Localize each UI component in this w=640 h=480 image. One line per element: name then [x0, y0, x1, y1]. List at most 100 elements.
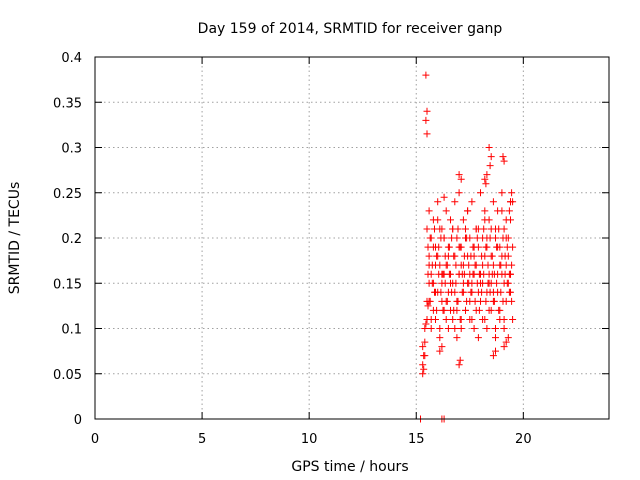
data-point [485, 279, 493, 287]
x-axis-label: GPS time / hours [291, 459, 408, 475]
data-point [464, 252, 472, 260]
y-tick-label: 0.25 [53, 187, 82, 202]
data-point [447, 279, 454, 287]
data-point [481, 207, 489, 215]
data-point [419, 370, 427, 378]
data-point [487, 153, 495, 161]
data-point [500, 157, 508, 165]
data-point [509, 198, 517, 206]
data-point [466, 234, 474, 242]
data-point [440, 306, 448, 314]
data-point [481, 175, 489, 183]
data-point [457, 243, 465, 251]
data-point [448, 288, 456, 296]
data-point [455, 361, 463, 369]
data-point [456, 356, 464, 364]
data-point [504, 334, 512, 342]
data-point [419, 343, 427, 351]
x-tick-label: 5 [198, 432, 206, 447]
data-point [487, 306, 495, 314]
data-point [486, 288, 494, 296]
data-point [423, 130, 431, 138]
data-point [496, 316, 504, 323]
y-tick-label: 0.05 [53, 368, 82, 383]
data-point [433, 306, 441, 314]
y-tick-label: 0.35 [53, 96, 82, 111]
data-point [463, 297, 471, 305]
data-point [438, 343, 446, 351]
data-point [454, 297, 462, 305]
data-point [492, 347, 499, 355]
data-point [422, 116, 430, 124]
data-point [483, 171, 491, 179]
data-point [497, 288, 505, 296]
data-point [452, 261, 460, 269]
data-point [420, 365, 428, 373]
data-point [436, 225, 444, 233]
data-point [431, 288, 438, 296]
data-point [440, 234, 448, 242]
data-point [425, 297, 433, 305]
data-point [508, 297, 516, 305]
data-point [503, 279, 511, 287]
data-point [458, 288, 466, 296]
data-point [429, 279, 437, 287]
y-tick-label: 0.1 [61, 323, 82, 338]
data-point [483, 243, 491, 251]
y-tick-label: 0.15 [53, 277, 82, 292]
data-point [453, 234, 461, 242]
data-point [478, 288, 486, 296]
data-point [496, 243, 504, 251]
data-point [494, 270, 502, 278]
data-point [468, 279, 476, 287]
data-point [477, 270, 484, 278]
data-point [432, 316, 439, 323]
data-point [500, 225, 508, 233]
data-point [424, 302, 432, 310]
data-points [417, 71, 517, 423]
data-point [427, 325, 435, 332]
chart-title: Day 159 of 2014, SRMTID for receiver gan… [198, 21, 503, 37]
data-point [466, 316, 474, 323]
data-point [502, 338, 510, 346]
y-axis-label: SRMTID / TECUs [7, 182, 23, 295]
data-point [455, 189, 463, 197]
data-point [459, 216, 467, 224]
y-tick-label: 0 [74, 413, 82, 428]
data-point [425, 261, 433, 269]
data-point [455, 171, 463, 179]
data-point [444, 243, 452, 251]
data-point [423, 225, 431, 233]
data-point [451, 198, 459, 206]
data-point [451, 252, 459, 260]
data-point [424, 270, 432, 278]
data-point [471, 297, 479, 305]
data-point [437, 288, 445, 296]
x-tick-label: 0 [91, 432, 99, 447]
data-point [422, 71, 430, 79]
data-point [423, 107, 431, 115]
data-point [508, 189, 516, 197]
y-tick-label: 0.3 [61, 142, 82, 157]
data-point [436, 334, 444, 342]
data-point [498, 189, 506, 197]
data-point [481, 252, 489, 260]
data-point [442, 261, 450, 269]
data-point [436, 347, 444, 355]
data-point [485, 216, 493, 224]
y-tick-label: 0.2 [61, 232, 82, 247]
data-point [488, 252, 496, 260]
data-point [425, 207, 433, 215]
data-point [462, 306, 469, 314]
data-point [505, 207, 513, 215]
data-point [475, 306, 483, 314]
data-point [489, 352, 497, 360]
data-point [424, 243, 432, 251]
data-point [470, 243, 478, 251]
x-tick-label: 10 [301, 432, 318, 447]
x-tick-label: 20 [515, 432, 532, 447]
data-point [469, 270, 477, 278]
data-point [425, 252, 433, 260]
data-point [457, 175, 465, 183]
